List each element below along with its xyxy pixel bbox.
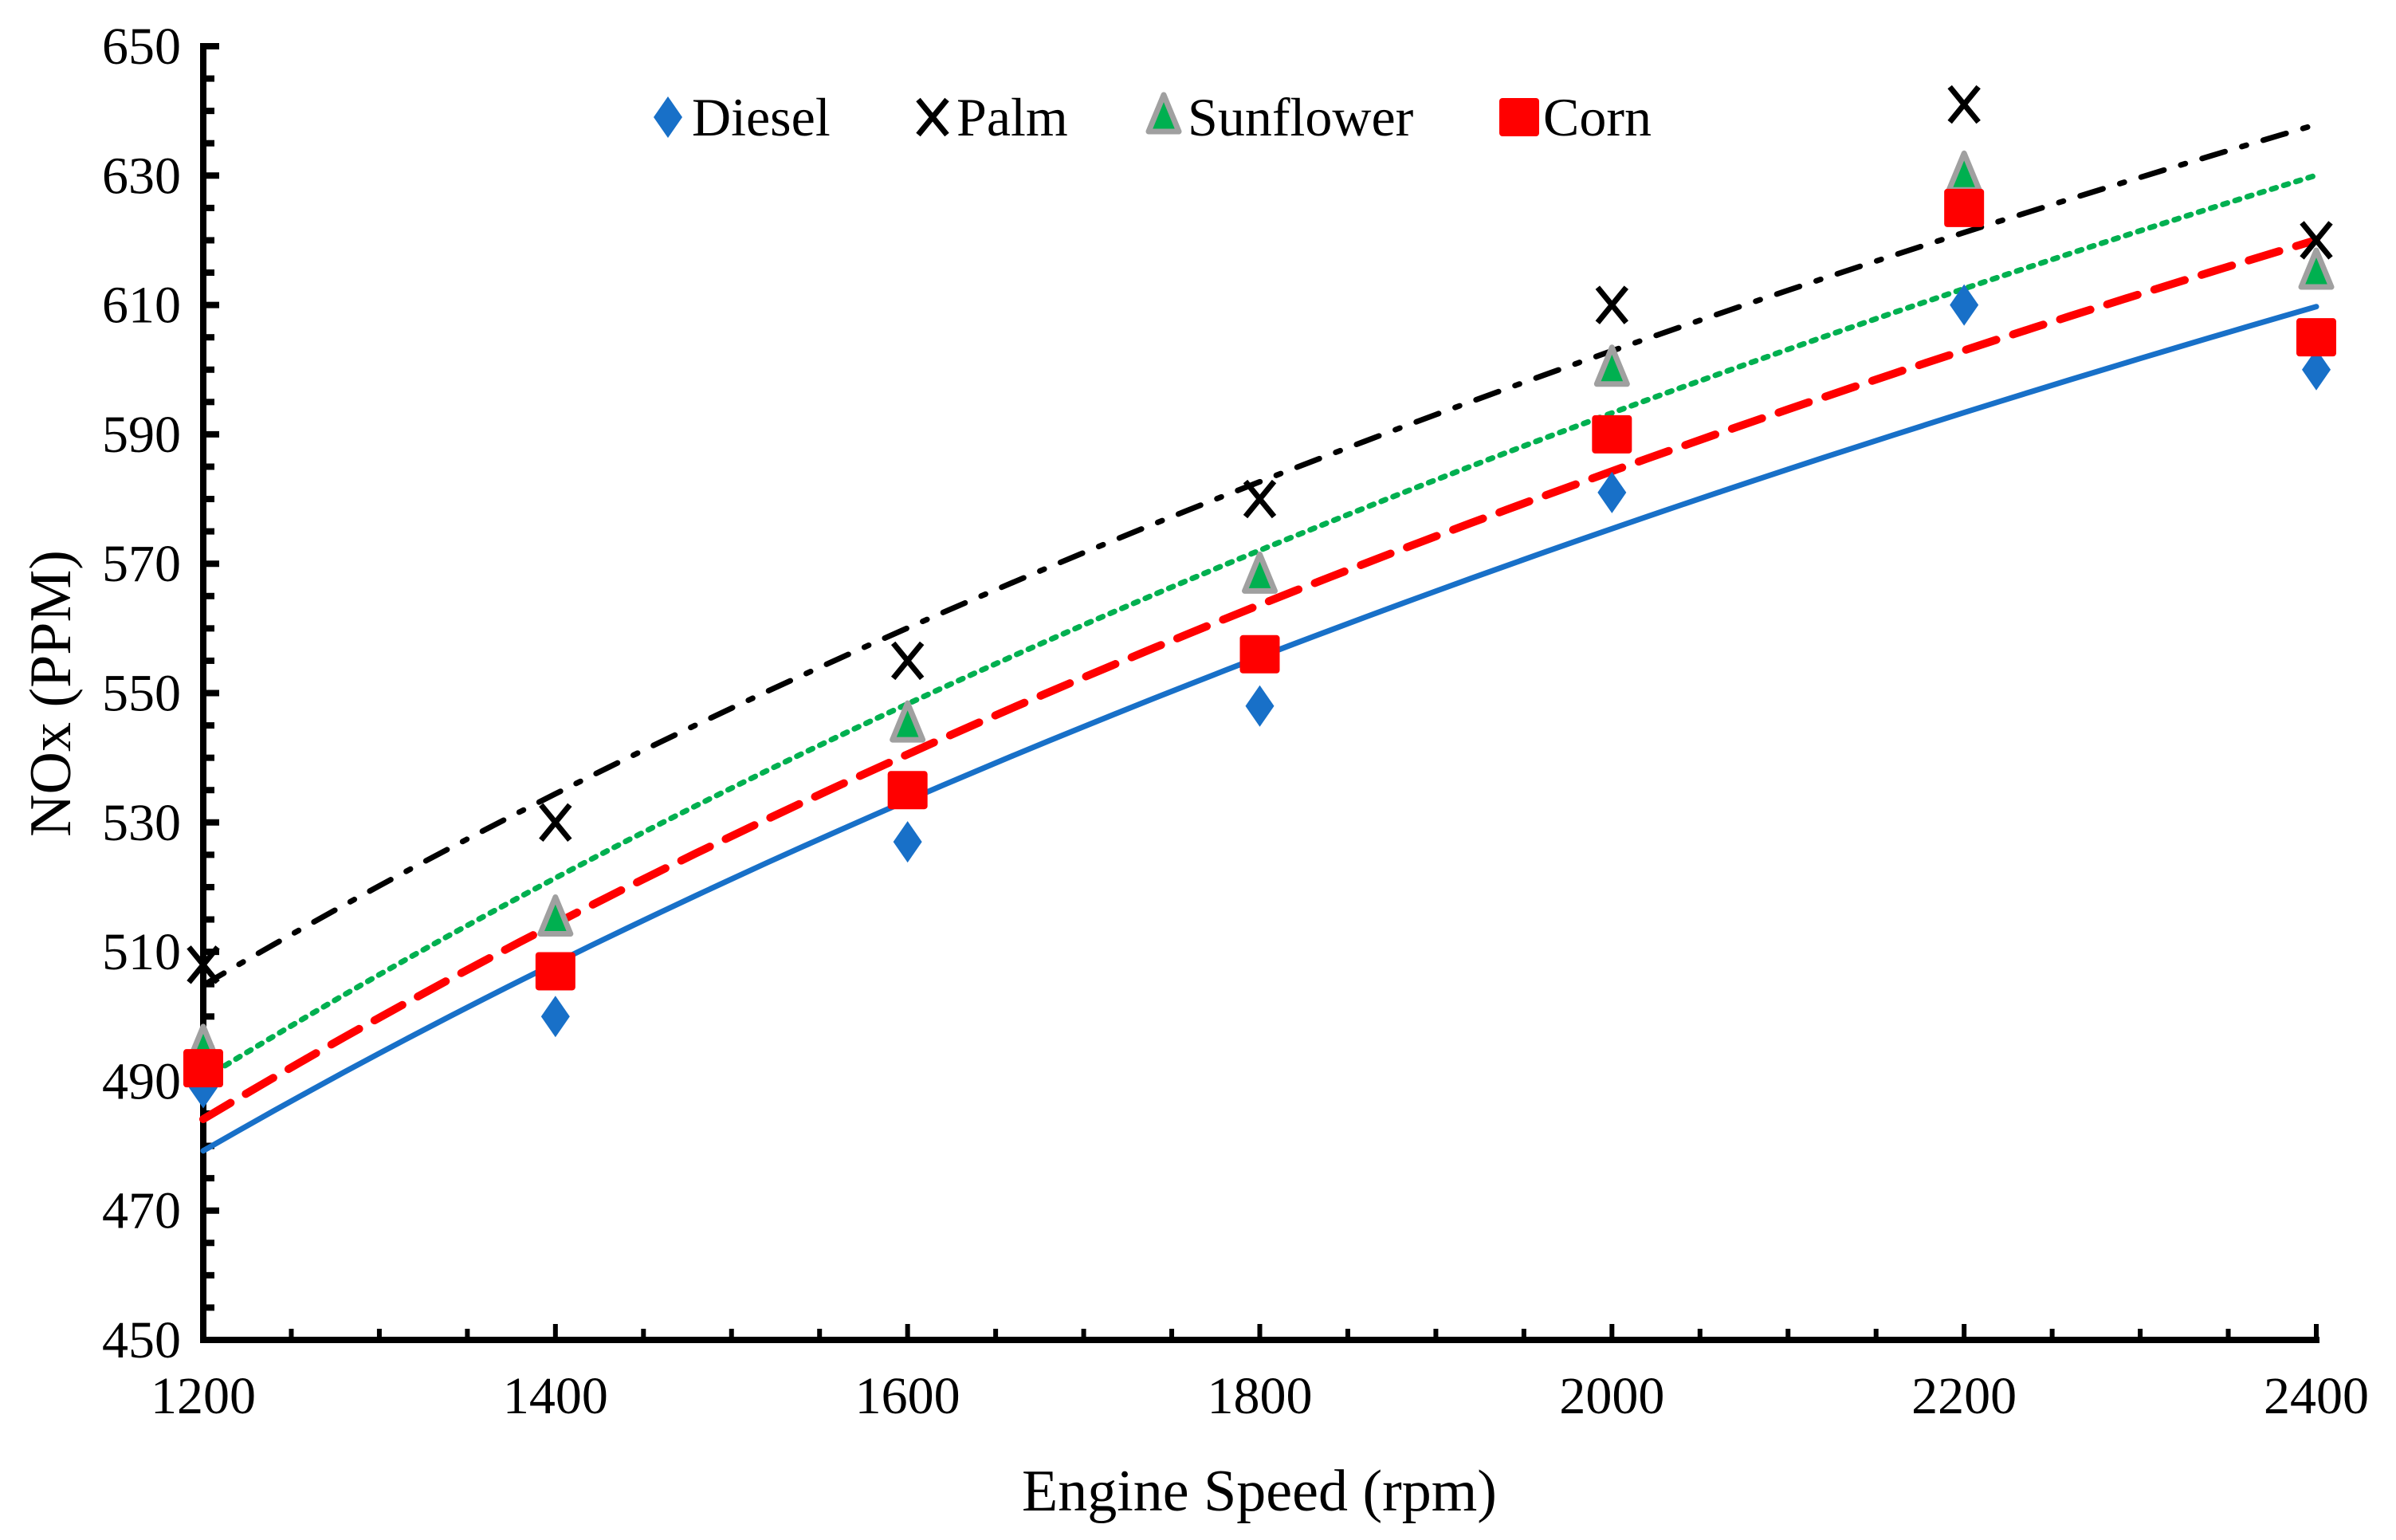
diamond-marker [654,96,682,138]
legend-item-palm: Palm [916,87,1068,147]
palm-point [1243,479,1277,519]
triangle-marker [1593,344,1630,387]
legend-item-corn: Corn [1499,87,1652,147]
legend-label: Corn [1543,87,1652,147]
triangle-marker [1946,150,1982,193]
diamond-marker [540,996,570,1038]
palm-legend-icon [916,97,949,137]
y-tick-label: 610 [102,277,181,335]
data-points [183,84,2336,1109]
corn-point [535,952,575,991]
sunflower-point [2298,247,2335,290]
sunflower-point [1593,344,1630,387]
diamond-marker [2302,348,2331,391]
y-tick-label: 450 [102,1311,181,1369]
diesel-point [1950,284,1979,326]
x-tick-label: 2400 [2264,1367,2369,1425]
square-marker [887,771,928,810]
x-tick-label: 1400 [503,1367,608,1425]
x-marker [1243,479,1277,519]
x-marker [539,803,572,843]
diesel-point [2302,348,2331,391]
legend-label: Diesel [692,87,831,147]
corn-legend-icon [1499,98,1539,136]
diesel-point [1245,685,1275,727]
axes: 450 470 490 510 530 550 570 590 610 630 650 1200 140… [102,18,2369,1425]
x-tick-label: 1200 [151,1367,256,1425]
corn-point [1944,188,1985,227]
diamond-marker [1597,471,1627,513]
triangle-marker [1145,92,1182,135]
x-marker [890,641,925,681]
y-tick-label: 530 [102,794,181,852]
x-marker [1595,285,1629,324]
diesel-point [893,821,922,863]
triangle-marker [2298,247,2335,290]
legend-label: Sunflower [1188,87,1414,147]
x-marker [916,97,949,137]
y-tick-label: 630 [102,147,181,205]
x-marker [2300,221,2333,260]
triangle-marker [1242,551,1278,594]
diamond-marker [1245,685,1275,727]
square-marker [1239,634,1280,674]
sunflower-point [1242,551,1278,594]
y-tick-label: 650 [102,18,181,76]
diesel-point [1597,471,1627,513]
x-tick-label: 2000 [1559,1367,1664,1425]
corn-point [1592,414,1632,454]
legend-item-diesel: Diesel [654,87,831,147]
y-axis-title: NOx (PPM) [18,550,84,837]
diesel-legend-icon [654,96,682,138]
x-tick-label: 1600 [855,1367,960,1425]
square-marker [2296,318,2336,357]
square-marker [1592,414,1632,454]
sunflower-point [1946,150,1982,193]
y-tick-label: 470 [102,1182,181,1240]
legend-label: Palm [956,87,1068,147]
palm-point [539,803,572,843]
diesel-point [540,996,570,1038]
y-tick-label: 550 [102,665,181,723]
sunflower-point [890,700,926,743]
y-tick-label: 570 [102,535,181,593]
triangle-marker [890,700,926,743]
palm-point [2300,221,2333,260]
corn-point [183,1049,223,1088]
sunflower-trendline [200,172,2319,1082]
triangle-marker [537,894,574,937]
sunflower-legend-icon [1145,92,1182,135]
y-tick-label: 590 [102,406,181,464]
corn-trendline [199,236,2320,1123]
sunflower-point [537,894,574,937]
legend: Diesel Palm Sunflower Corn [654,87,1652,147]
square-marker [1944,188,1985,227]
corn-point [887,771,928,810]
palm-point [1947,84,1981,124]
palm-point [1595,285,1629,324]
legend-item-sunflower: Sunflower [1145,87,1414,147]
square-marker [183,1049,223,1088]
y-tick-label: 510 [102,923,181,981]
palm-trendline [200,121,2319,988]
corn-point [1239,634,1280,674]
diamond-marker [1950,284,1979,326]
palm-point [890,641,925,681]
corn-point [2296,318,2336,357]
square-marker [535,952,575,991]
x-marker [1947,84,1981,124]
y-tick-label: 490 [102,1052,181,1110]
x-tick-label: 1800 [1208,1367,1313,1425]
x-marker [187,945,220,984]
diamond-marker [893,821,922,863]
x-axis-title: Engine Speed (rpm) [1022,1459,1497,1524]
palm-point [187,945,220,984]
x-tick-label: 2200 [1911,1367,2017,1425]
diesel-trendline [200,304,2319,1154]
square-marker [1499,98,1539,136]
